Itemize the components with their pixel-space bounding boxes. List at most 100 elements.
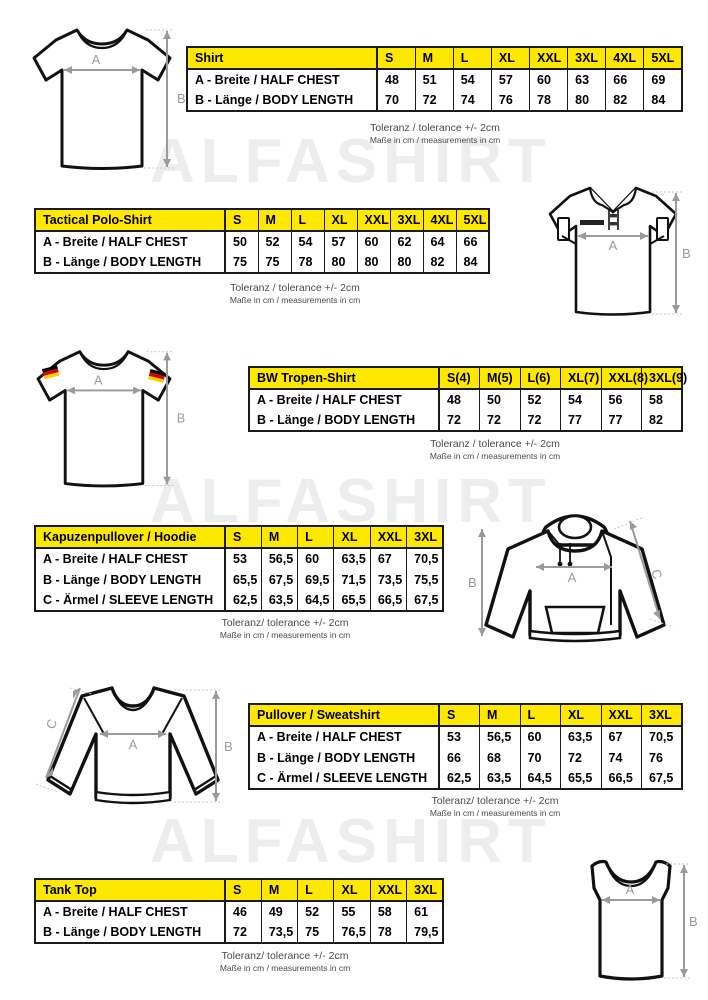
dimension-label-b: B xyxy=(224,739,233,754)
size-header-5xl: 5XL xyxy=(456,209,489,232)
size-header-l: L xyxy=(297,879,335,902)
dimension-label-a: A xyxy=(92,52,101,67)
size-header-s: S xyxy=(225,526,262,549)
tanktop-figure: A B xyxy=(556,848,698,988)
measurement-value: 65,5 xyxy=(560,768,602,789)
size-header-xl: XL xyxy=(324,209,358,232)
table-note-kapuzenpullover-hoodie: Toleranz/ tolerance +/- 2cm Maße in cm /… xyxy=(219,617,351,641)
measurement-value: 80 xyxy=(390,252,424,273)
measurement-value: 80 xyxy=(324,252,358,273)
size-header-3xl: 3XL xyxy=(406,879,443,902)
measurement-value: 61 xyxy=(414,905,429,919)
measurement-label: A - Breite / HALF CHEST xyxy=(187,69,378,90)
measurement-label: C - Ärmel / SLEEVE LENGTH xyxy=(249,768,440,789)
size-header-m: M xyxy=(258,209,292,232)
measurement-value: 46 xyxy=(225,901,262,922)
measurement-label: B - Länge / BODY LENGTH xyxy=(35,922,226,943)
size-header-m: M xyxy=(415,47,454,70)
measurement-value: 66,5 xyxy=(601,768,642,789)
table-row: C - Ärmel / SLEEVE LENGTH 62,5 63,5 64,5 65,… xyxy=(35,590,443,611)
measurement-value: 63,5 xyxy=(333,548,371,569)
measurement-value: 54 xyxy=(453,69,492,90)
measurement-value: 66,5 xyxy=(370,590,408,611)
dimension-label-b: B xyxy=(177,411,185,425)
measurement-value: 72 xyxy=(520,410,561,431)
size-header-m: M xyxy=(261,526,299,549)
size-header-3xl: 3XL xyxy=(641,704,682,727)
table-row: A - Breite / HALF CHEST 50 52 54 57 60 62 64 66 xyxy=(35,231,489,252)
measurement-value: 66 xyxy=(605,69,645,90)
size-header-s: S xyxy=(225,879,262,902)
table-note-shirt: Toleranz / tolerance +/- 2cm Maße in cm … xyxy=(369,122,501,146)
measurement-value: 63,5 xyxy=(261,590,299,611)
dimension-label-c: C xyxy=(648,567,665,581)
measurement-value: 82 xyxy=(423,252,457,273)
table-note-bw-tropen-shirt: Toleranz / tolerance +/- 2cm Maße in cm … xyxy=(429,438,561,462)
dimension-arrow-b xyxy=(672,193,680,313)
hoodie-figure: A B C xyxy=(468,505,683,645)
size-table-pullover-sweatshirt: Pullover / Sweatshirt S M L XL XXL 3XL A - Brei… xyxy=(248,703,683,790)
sleeve-pocket xyxy=(557,217,570,241)
size-header-m5: M(5) xyxy=(479,367,521,390)
table-title: Pullover / Sweatshirt xyxy=(249,704,440,727)
size-header-l: L xyxy=(520,704,561,727)
measurement-value: 54 xyxy=(560,389,602,410)
table-header-row: Tactical Polo-Shirt S M L XL XXL 3XL 4XL 5XL xyxy=(35,209,489,232)
table-row: B - Länge / BODY LENGTH 70 72 74 76 78 80 82 84 xyxy=(187,90,682,111)
size-header-xl: XL xyxy=(333,526,371,549)
measurement-value: 82 xyxy=(605,90,645,111)
measurement-value: 64,5 xyxy=(297,590,335,611)
measurement-value: 69 xyxy=(651,73,666,87)
dimension-arrow-c xyxy=(45,687,81,779)
measurement-value: 57 xyxy=(491,69,531,90)
polo-figure: A B xyxy=(540,172,691,322)
measurement-value: 76,5 xyxy=(333,922,371,943)
measurement-value: 57 xyxy=(324,231,358,252)
dimension-label-a: A xyxy=(609,238,618,253)
measurement-value: 67,5 xyxy=(261,569,299,590)
measurement-value: 77 xyxy=(560,410,602,431)
measurement-value: 52 xyxy=(520,389,561,410)
size-table-bw-tropen-shirt: BW Tropen-Shirt S(4) M(5) L(6) XL(7) XXL(8) 3X… xyxy=(248,366,687,432)
table-row: A - Breite / HALF CHEST 53 56,5 60 63,5 67 70,… xyxy=(249,726,682,747)
measurement-value: 52 xyxy=(297,901,335,922)
measurement-value: 72 xyxy=(560,747,602,768)
watermark-alfashirt: ALFASHIRT xyxy=(150,807,552,876)
measurement-value: 53 xyxy=(439,726,480,747)
measurement-value: 48 xyxy=(439,389,480,410)
measurement-value: 63 xyxy=(567,69,607,90)
size-header-xl: XL xyxy=(491,47,531,70)
size-header-3xl: 3XL xyxy=(390,209,424,232)
size-header-l: L xyxy=(453,47,492,70)
table-note-pullover-sweatshirt: Toleranz/ tolerance +/- 2cm Maße in cm /… xyxy=(429,795,561,819)
size-header-xxl: XXL xyxy=(601,704,642,727)
measurement-label: A - Breite / HALF CHEST xyxy=(35,901,226,922)
dimension-label-b: B xyxy=(682,246,691,261)
measurement-value: 64,5 xyxy=(520,768,561,789)
dimension-arrow-a xyxy=(602,896,660,904)
table-header-row: Tank Top S M L XL XXL 3XL xyxy=(35,879,443,902)
measurement-value: 75,5 xyxy=(414,572,439,587)
table-row: C - Ärmel / SLEEVE LENGTH 62,5 63,5 64,5 65,… xyxy=(249,768,682,789)
measurement-value: 72 xyxy=(415,90,454,111)
measurement-value: 77 xyxy=(601,410,642,431)
measurement-value: 78 xyxy=(291,252,325,273)
measurement-value: 62,5 xyxy=(225,590,262,611)
measurement-value: 66 xyxy=(439,747,480,768)
measurement-value: 66 xyxy=(463,235,478,249)
size-header-l: L xyxy=(297,526,335,549)
dimension-arrow-b xyxy=(680,865,688,977)
measurement-label: A - Breite / HALF CHEST xyxy=(35,548,226,569)
chest-patch xyxy=(580,220,604,225)
table-title: Tactical Polo-Shirt xyxy=(35,209,226,232)
table-row: A - Breite / HALF CHEST 48 50 52 54 56 58 xyxy=(249,389,682,410)
measurement-value: 70,5 xyxy=(414,552,439,566)
table-row: B - Länge / BODY LENGTH 72 73,5 75 76,5 78 79,… xyxy=(35,922,443,943)
table-title: Tank Top xyxy=(35,879,226,902)
polo-button xyxy=(610,222,617,226)
size-header-3xl: 3XL xyxy=(406,526,443,549)
tshirt-figure: A B xyxy=(22,18,186,183)
measurement-value: 50 xyxy=(225,231,259,252)
size-header-s4: S(4) xyxy=(439,367,480,390)
dimension-arrow-b xyxy=(212,691,220,801)
